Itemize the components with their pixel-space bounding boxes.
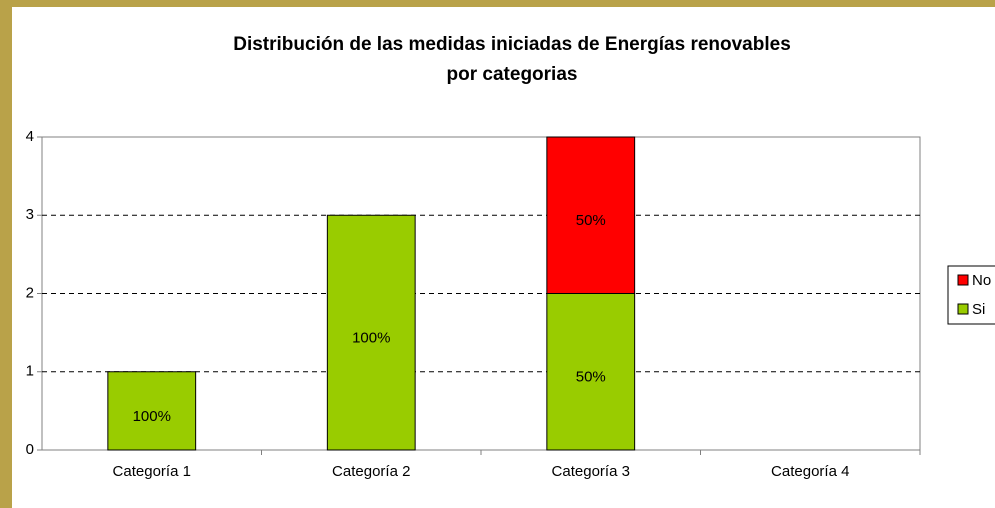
legend-label: No bbox=[972, 272, 991, 289]
legend-box bbox=[947, 265, 995, 325]
legend-swatch bbox=[957, 303, 969, 315]
x-tick-label: Categoría 4 bbox=[771, 463, 849, 480]
y-tick-label: 1 bbox=[26, 363, 34, 380]
data-label: 100% bbox=[352, 330, 390, 347]
y-tick-label: 2 bbox=[26, 284, 34, 301]
y-tick-label: 3 bbox=[26, 206, 34, 223]
x-tick-label: Categoría 1 bbox=[113, 463, 191, 480]
bar bbox=[107, 371, 197, 451]
y-tick-label: 0 bbox=[26, 441, 34, 458]
bar bbox=[546, 136, 636, 294]
legend-label: Si bbox=[972, 301, 985, 318]
x-tick-label: Categoría 3 bbox=[552, 463, 630, 480]
bar bbox=[326, 214, 416, 451]
chart-title: Distribución de las medidas iniciadas de… bbox=[233, 34, 791, 55]
data-label: 100% bbox=[133, 408, 171, 425]
bar bbox=[546, 293, 636, 451]
legend-swatch bbox=[957, 274, 969, 286]
data-label: 50% bbox=[576, 212, 606, 229]
data-label: 50% bbox=[576, 369, 606, 386]
chart-title: por categorias bbox=[447, 64, 578, 85]
x-tick-label: Categoría 2 bbox=[332, 463, 410, 480]
y-tick-label: 4 bbox=[26, 128, 34, 145]
